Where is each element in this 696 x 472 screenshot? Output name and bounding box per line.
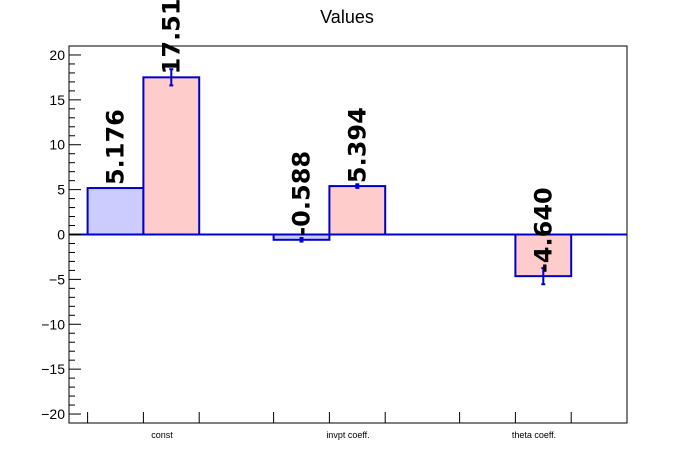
y-tick-label: 5 (57, 182, 65, 198)
x-category-label: invpt coeff. (326, 430, 369, 440)
y-tick-label: −10 (41, 316, 65, 332)
y-tick-label: 15 (49, 92, 65, 108)
data-label-s1-1: 5.394 (343, 107, 371, 183)
y-tick-label: 10 (49, 137, 65, 153)
x-category-label: const (151, 430, 173, 440)
x-category-label: theta coeff. (512, 430, 556, 440)
y-tick-label: −20 (41, 406, 65, 422)
y-tick-label: −15 (41, 361, 65, 377)
bar-s0-0 (86, 187, 145, 236)
data-label-s0-1: -0.588 (288, 151, 316, 237)
data-label-s1-2: -4.640 (529, 187, 557, 273)
y-tick-label: 20 (49, 47, 65, 63)
y-tick-label: −5 (49, 271, 65, 287)
bar-s1-0 (142, 76, 201, 236)
chart-title: Values (320, 7, 374, 27)
data-label-s0-0: 5.176 (102, 109, 130, 185)
data-label-s1-0: 17.510 (157, 0, 185, 74)
bar-s1-1 (328, 185, 387, 236)
y-tick-label: 0 (57, 227, 65, 243)
